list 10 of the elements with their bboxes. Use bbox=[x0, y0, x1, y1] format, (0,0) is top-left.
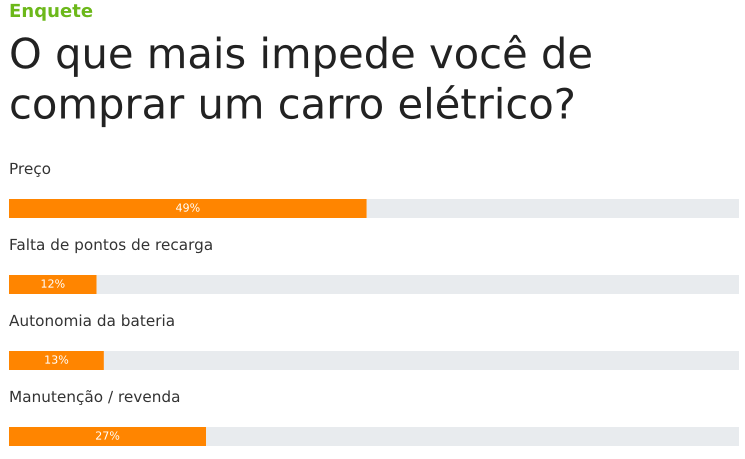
y-tick-label: Falta de pontos de recarga bbox=[10, 238, 212, 254]
chart-subtitle: Enquete bbox=[10, 4, 92, 21]
y-tick-label: Autonomia da bateria bbox=[9, 314, 174, 326]
data-label: 12% bbox=[42, 279, 65, 288]
data-label: 13% bbox=[45, 355, 68, 364]
data-label: 27% bbox=[96, 431, 120, 440]
data-label: 49% bbox=[176, 203, 200, 212]
chart-title: O que mais impede você de comprar um carro elétrico? bbox=[11, 34, 591, 128]
y-tick-label: Manutenção / revenda bbox=[10, 390, 180, 405]
y-tick-label: Preço bbox=[10, 162, 50, 177]
